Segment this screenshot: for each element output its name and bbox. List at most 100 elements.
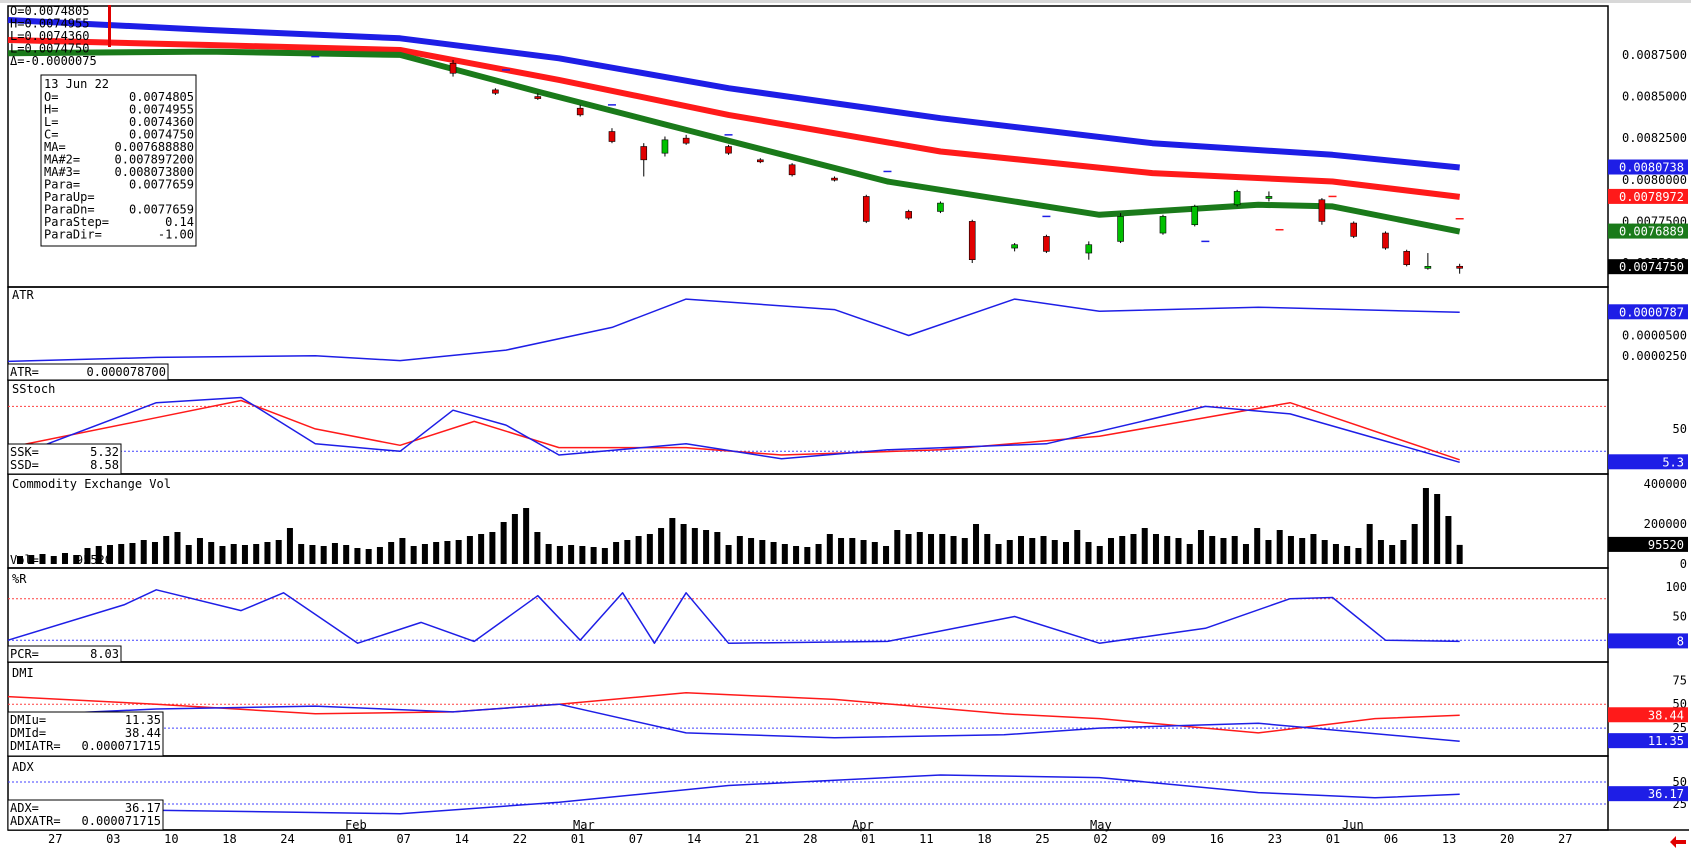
volume-bar: [1434, 494, 1441, 564]
volume-bar: [84, 548, 91, 564]
adx-readout-box: [7, 799, 164, 831]
volume-bar: [1051, 540, 1058, 564]
volume-bar: [759, 540, 766, 564]
volume-bar: [1164, 536, 1171, 564]
volume-bar: [669, 518, 676, 564]
dmi-readout-label: DMIATR=: [10, 739, 61, 753]
info-label: L=: [44, 115, 58, 129]
volume-bar: [883, 546, 890, 564]
adx-readout-value: 0.000071715: [82, 814, 161, 828]
atr-tick: 0.0000500: [1622, 329, 1687, 343]
volume-bar: [613, 542, 620, 564]
volume-bar: [1018, 536, 1025, 564]
info-label: H=: [44, 103, 58, 117]
volume-bar: [129, 543, 136, 564]
vol-tick: 0: [1680, 557, 1687, 571]
top-border-strip: [0, 0, 1691, 3]
dmi-down-line: [7, 692, 1460, 734]
price-tag: 0.0076889: [1619, 225, 1684, 239]
candle-body: [968, 221, 976, 260]
atr-readout-value: 0.000078700: [87, 365, 166, 379]
candle-body: [1085, 244, 1093, 254]
atr-line: [7, 298, 1460, 363]
volume-bar: [275, 540, 282, 564]
volume-bar: [28, 555, 35, 564]
x-day-label: 24: [280, 832, 294, 846]
scroll-arrow-icon: [1670, 836, 1686, 848]
candle-body: [1456, 265, 1463, 269]
info-value: 0.007688880: [115, 140, 194, 154]
volume-bar: [1242, 544, 1249, 564]
x-month-label: Apr: [852, 818, 874, 832]
header-line: L=0.0074360: [10, 29, 89, 43]
dmi-tick: 75: [1673, 673, 1687, 687]
volume-bar: [343, 545, 350, 564]
x-day-label: 25: [1035, 832, 1049, 846]
volume-bar: [433, 542, 440, 564]
volume-bar: [174, 532, 181, 564]
info-label: ParaUp=: [44, 190, 95, 204]
volume-bar: [118, 544, 125, 564]
volume-bar: [1411, 524, 1418, 564]
wr-readout-label: PCR=: [10, 647, 39, 661]
x-day-label: 02: [1093, 832, 1107, 846]
volume-bar: [905, 534, 912, 564]
volume-bar: [365, 549, 372, 564]
atr-tag: 0.0000787: [1619, 305, 1684, 319]
atr-readout-label: ATR=: [10, 365, 39, 379]
atr-tick: 0.0000250: [1622, 349, 1687, 363]
info-value: 0.008073800: [115, 165, 194, 179]
dmi-readout-label: DMIu=: [10, 713, 46, 727]
header-line: L=0.0074750: [10, 42, 89, 56]
dmi-up-tag-bg: [1608, 733, 1688, 749]
price-tag: 0.0074750: [1619, 260, 1684, 274]
adx-title: ADX: [12, 760, 34, 774]
volume-bar: [1366, 524, 1373, 564]
volume-bar: [140, 540, 147, 564]
volume-bar: [253, 544, 260, 564]
volume-bar: [388, 542, 395, 564]
price-tick: 0.0080000: [1622, 173, 1687, 187]
volume-bar: [1006, 540, 1013, 564]
volume-bar: [1299, 538, 1306, 564]
x-month-label: May: [1090, 818, 1112, 832]
header-line: O=0.0074805: [10, 4, 89, 18]
atr-tag-bg: [1608, 304, 1688, 320]
vol-tick: 400000: [1644, 477, 1687, 491]
x-day-label: 13: [1442, 832, 1456, 846]
sstoch-readout-value: 8.58: [90, 458, 119, 472]
volume-bar: [399, 538, 406, 564]
volume-bar: [770, 542, 777, 564]
volume-bar: [421, 544, 428, 564]
series-layer: [7, 17, 1464, 815]
volume-bar: [500, 522, 507, 564]
candle-body: [788, 164, 796, 176]
x-day-label: 22: [513, 832, 527, 846]
volume-bar: [61, 553, 68, 564]
volume-bar: [635, 536, 642, 564]
ma2-line: [7, 37, 1461, 200]
info-label: O=: [44, 90, 58, 104]
x-day-label: 06: [1384, 832, 1398, 846]
volume-bar: [1287, 536, 1294, 564]
volume-bar: [1152, 534, 1159, 564]
candle-body: [1159, 216, 1167, 234]
x-day-label: 07: [629, 832, 643, 846]
volume-bar: [1344, 546, 1351, 564]
volume-bar: [939, 534, 946, 564]
volume-bar: [219, 546, 226, 564]
info-value: -1.00: [158, 228, 194, 242]
info-value: 0.0077659: [129, 203, 194, 217]
volume-bar: [871, 542, 878, 564]
volume-bar: [264, 542, 271, 564]
volume-bar: [1209, 536, 1216, 564]
price-tag-bg: [1608, 159, 1688, 175]
x-month-label: Jun: [1342, 818, 1364, 832]
price-tag: 0.0078972: [1619, 190, 1684, 204]
volume-bar: [1355, 548, 1362, 564]
info-label: C=: [44, 128, 58, 142]
info-value: 0.14: [165, 215, 194, 229]
sstoch-tick: 50: [1673, 422, 1687, 436]
volume-bar: [995, 544, 1002, 564]
info-date: 13 Jun 22: [44, 77, 109, 91]
